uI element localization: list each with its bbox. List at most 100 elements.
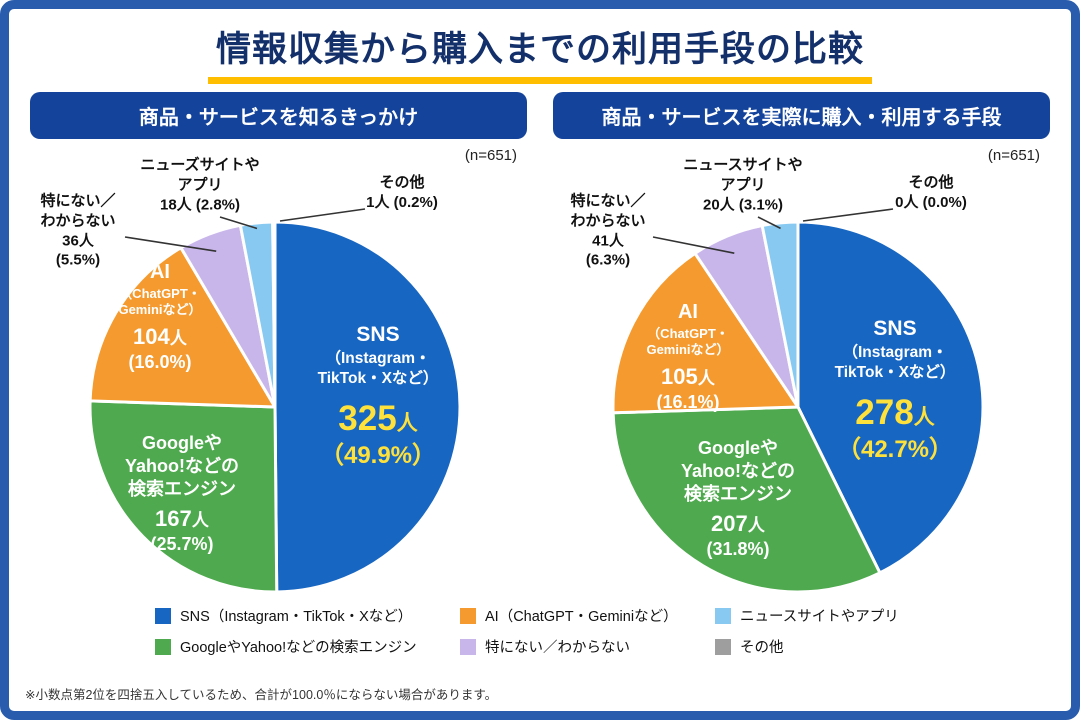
legend-item: AI（ChatGPT・Geminiなど） [460,605,715,626]
pie-area-right: (n=651) SNS （Instagram・ TikTok・Xなど） 278人 （42… [553,139,1050,601]
chart-right: 商品・サービスを実際に購入・利用する手段 (n=651) SNS （Instagr… [553,92,1050,601]
slice-name-line: 検索エンジン [683,483,792,504]
callout-label-other-left: その他 1人 (0.2%) [366,173,438,213]
slice-name-line: Googleや [141,432,222,453]
callout-label-none-unknown-right: 特にない／ わからない 41人 (6.3%) [570,191,645,270]
legend-label: GoogleやYahoo!などの検索エンジン [180,640,417,656]
pie-slice-news-apps-right [760,220,800,409]
slice-name-line: （Instagram・ [325,349,431,367]
slice-name-line: TikTok・Xなど） [317,369,439,387]
pie-slice-search-engine-left [88,399,279,594]
leader-line-news-apps-right [757,216,781,230]
legend-item: その他 [715,636,925,657]
pie-slice-ai-right [611,251,800,415]
legend-label: その他 [740,640,784,656]
callout-line: 41人 [592,232,624,249]
callout-line: アプリ [177,176,223,194]
legend-swatch [715,638,731,655]
slice-name-line: （ChatGPT・ [119,285,201,301]
leader-line-none-unknown-right [652,236,735,254]
legend-swatch [460,638,476,655]
slice-name-line: AI [149,260,170,283]
slice-count: 167人 [155,505,209,531]
slice-percent: （49.9%） [319,442,437,470]
callout-label-news-apps-left: ニューズサイトや アプリ 18人 (2.8%) [140,155,259,214]
slice-label-search-engine-left: Googleや Yahoo!などの 検索エンジン 167人 (25.7%) [125,432,239,556]
slice-name-line: Yahoo!などの [124,455,240,476]
pie-chart-right [611,208,985,594]
slice-count: 278人 [855,392,935,432]
slice-name-line: （Instagram・ [842,343,948,361]
slice-name-line: TikTok・Xなど） [834,363,956,381]
pie-slice-sns-right [796,220,985,575]
slice-count: 104人 [133,323,187,349]
callout-line: その他 [379,174,425,192]
legend-swatch [460,607,476,624]
slice-count: 325人 [338,398,418,438]
legend-item: 特にない／わからない [460,636,715,657]
leader-line-news-apps-left [219,216,258,230]
pie-slice-other-left [271,220,277,409]
legend-label: SNS（Instagram・TikTok・Xなど） [180,609,413,625]
leader-line-other-right [802,208,894,222]
callout-line: わからない [40,212,116,230]
slice-percent: (16.1%) [656,391,720,412]
slice-label-ai-left: AI （ChatGPT・ Geminiなど） 104人 (16.0%) [118,260,201,374]
pie-area-left: (n=651) SNS （Instagram・ TikTok・Xなど） 325人 （49… [30,139,527,601]
callout-label-news-apps-right: ニュースサイトや アプリ 20人 (3.1%) [683,155,802,214]
legend-label: 特にない／わからない [485,640,630,656]
chart-right-header: 商品・サービスを実際に購入・利用する手段 [553,92,1050,139]
callout-line: ニューズサイトや [140,156,260,174]
leader-line-none-unknown-left [124,236,217,253]
callout-line: わからない [570,212,646,230]
pie-chart-left [88,208,462,594]
slice-name-line: Geminiなど） [646,342,730,358]
legend-item: GoogleやYahoo!などの検索エンジン [155,636,460,657]
slice-percent: (31.8%) [706,539,770,560]
callout-line: その他 [908,174,954,192]
pie-slice-sns-left [273,220,462,594]
legend-item: SNS（Instagram・TikTok・Xなど） [155,605,460,626]
page-title-wrap: 情報収集から購入までの利用手段の比較 [9,21,1071,84]
slice-name-line: （ChatGPT・ [647,325,729,341]
slice-label-ai-right: AI （ChatGPT・ Geminiなど） 105人 (16.1%) [646,300,729,414]
callout-line: アプリ [720,176,766,194]
callout-line: 0人 (0.0%) [895,194,967,211]
slice-label-sns-left: SNS （Instagram・ TikTok・Xなど） 325人 （49.9%） [318,322,439,472]
slice-name-line: Googleや [697,437,778,458]
callout-label-none-unknown-left: 特にない／ わからない 36人 (5.5%) [40,191,115,270]
slice-name-line: AI [677,300,698,323]
footnote: ※小数点第2位を四捨五入しているため、合計が100.0％にならない場合があります… [25,688,498,702]
page-title: 情報収集から購入までの利用手段の比較 [207,21,872,84]
pie-slice-ai-left [88,246,277,409]
callout-line: 1人 (0.2%) [366,194,438,211]
charts-row: 商品・サービスを知るきっかけ (n=651) SNS （Instagram・ Tik… [9,92,1071,601]
callout-line: 特にない／ [40,192,116,210]
legend-swatch [155,607,171,624]
callout-line: (6.3%) [585,251,631,269]
slice-percent: （42.7%） [836,436,954,464]
slice-label-search-engine-right: Googleや Yahoo!などの 検索エンジン 207人 (31.8%) [681,437,795,561]
legend-swatch [155,638,171,655]
slice-count: 105人 [661,363,715,389]
callout-line: ニュースサイトや [683,156,803,174]
legend-label: AI（ChatGPT・Geminiなど） [485,609,678,625]
callout-line: 20人 (3.1%) [702,195,784,213]
slice-label-sns-right: SNS （Instagram・ TikTok・Xなど） 278人 （42.7%） [835,316,956,466]
callout-line: 36人 [62,232,94,249]
legend: SNS（Instagram・TikTok・Xなど） AI（ChatGPT・Gemi… [155,605,925,657]
slice-percent: (16.0%) [128,351,192,372]
legend-swatch [715,607,731,624]
callout-line: 特にない／ [570,192,646,210]
callout-label-other-right: その他 0人 (0.0%) [895,173,967,213]
chart-left-header: 商品・サービスを知るきっかけ [30,92,527,139]
callout-line: (5.5%) [55,251,101,269]
slice-name-line: SNS [873,316,917,340]
chart-left: 商品・サービスを知るきっかけ (n=651) SNS （Instagram・ Tik… [30,92,527,601]
pie-slice-search-engine-right [611,405,882,594]
slice-name-line: Yahoo!などの [680,460,796,481]
slice-name-line: 検索エンジン [127,478,236,499]
slice-name-line: Geminiなど） [118,302,202,318]
slice-count: 207人 [711,510,765,536]
